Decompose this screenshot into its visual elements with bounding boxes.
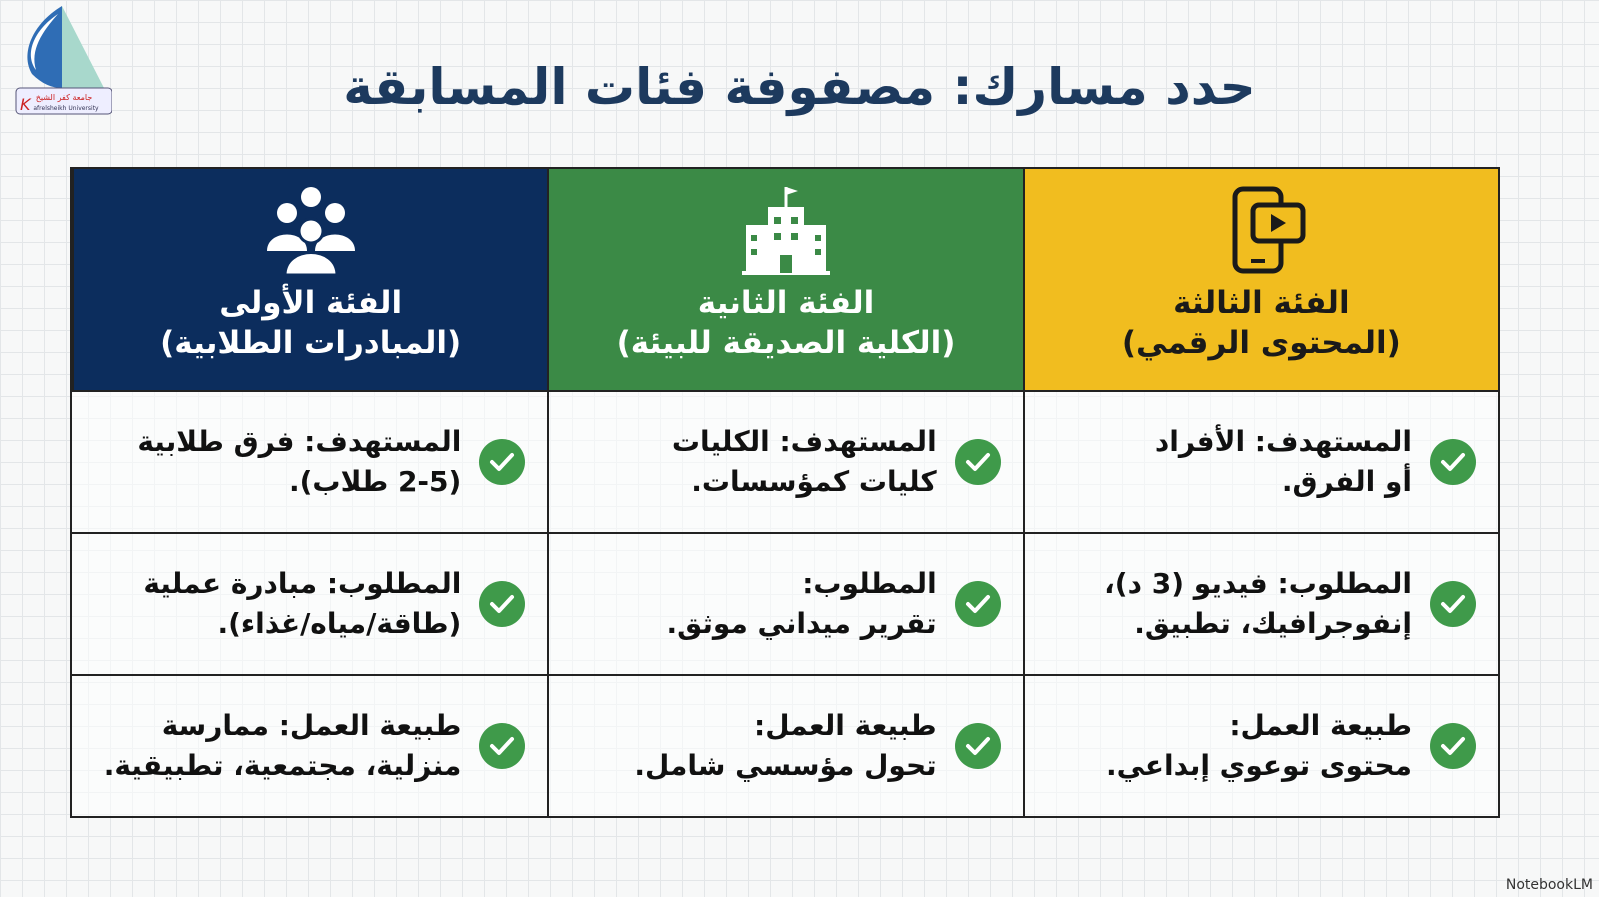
cell-requirement: المطلوب: فيديو (3 د)، إنفوجرافيك، تطبيق.	[1022, 532, 1498, 674]
cell-requirement: المطلوب: مبادرة عملية (طاقة/مياه/غذاء).	[72, 532, 548, 674]
cell-text: المستهدف: الأفراد أو الفرق.	[1155, 422, 1412, 502]
cell-line: (2-5 طلاب).	[289, 465, 462, 498]
cell-target: المستهدف: الأفراد أو الفرق.	[1022, 390, 1498, 532]
header-category-1: الفئة الأولى (المبادرات الطلابية)	[72, 169, 548, 390]
svg-text:جامعة كفر الشيخ: جامعة كفر الشيخ	[36, 93, 93, 102]
svg-text:K: K	[20, 95, 32, 114]
cell-line: تحول مؤسسي شامل.	[634, 749, 937, 782]
check-circle-icon	[954, 581, 1001, 627]
cell-text: طبيعة العمل: ممارسة منزلية، مجتمعية، تطبي…	[104, 706, 462, 786]
category-subtitle: (الكلية الصديقة للبيئة)	[616, 325, 956, 361]
cell-work-nature: طبيعة العمل: محتوى توعوي إبداعي.	[1022, 674, 1498, 816]
cell-line: كليات كمؤسسات.	[691, 465, 937, 498]
cell-line: المستهدف: فرق طلابية	[137, 425, 462, 458]
cell-target: المستهدف: الكليات كليات كمؤسسات.	[547, 390, 1023, 532]
check-circle-icon	[479, 439, 526, 485]
category-subtitle: (المحتوى الرقمي)	[1121, 325, 1401, 361]
cell-line: طبيعة العمل:	[1229, 709, 1412, 742]
check-circle-icon	[954, 723, 1001, 769]
school-building-icon	[742, 187, 831, 275]
cell-line: طبيعة العمل: ممارسة	[161, 709, 462, 742]
cell-line: إنفوجرافيك، تطبيق.	[1134, 607, 1412, 640]
category-name: الفئة الثانية	[697, 285, 875, 321]
cell-line: المطلوب: مبادرة عملية	[143, 567, 462, 600]
cell-line: المطلوب: فيديو (3 د)،	[1104, 567, 1412, 600]
category-name: الفئة الثالثة	[1173, 285, 1350, 321]
cell-text: المطلوب: فيديو (3 د)، إنفوجرافيك، تطبيق.	[1104, 564, 1412, 644]
check-circle-icon	[479, 723, 526, 769]
cell-text: طبيعة العمل: تحول مؤسسي شامل.	[634, 706, 936, 786]
check-circle-icon	[1430, 439, 1476, 485]
university-logo: جامعة كفر الشيخ afrelsheikh University K	[15, 6, 112, 115]
cell-line: المستهدف: الأفراد	[1154, 425, 1412, 458]
check-circle-icon	[954, 439, 1001, 485]
cell-text: المطلوب: تقرير ميداني موثق.	[667, 564, 937, 644]
notebooklm-watermark: NotebookLM	[1505, 877, 1593, 893]
cell-text: طبيعة العمل: محتوى توعوي إبداعي.	[1106, 706, 1412, 786]
cell-requirement: المطلوب: تقرير ميداني موثق.	[547, 532, 1023, 674]
cell-line: المطلوب:	[802, 567, 937, 600]
cell-text: المستهدف: الكليات كليات كمؤسسات.	[672, 422, 937, 502]
check-circle-icon	[1430, 581, 1476, 627]
page-title: حدد مسارك: مصفوفة فئات المسابقة	[343, 58, 1256, 116]
cell-target: المستهدف: فرق طلابية (2-5 طلاب).	[72, 390, 548, 532]
cell-line: المستهدف: الكليات	[671, 425, 937, 458]
header-category-3: الفئة الثالثة (المحتوى الرقمي)	[1022, 169, 1498, 390]
cell-line: طبيعة العمل:	[754, 709, 937, 742]
cell-line: محتوى توعوي إبداعي.	[1105, 749, 1412, 782]
cell-work-nature: طبيعة العمل: ممارسة منزلية، مجتمعية، تطبي…	[72, 674, 548, 816]
cell-text: المطلوب: مبادرة عملية (طاقة/مياه/غذاء).	[143, 564, 461, 644]
check-circle-icon	[1430, 723, 1476, 769]
cell-line: منزلية، مجتمعية، تطبيقية.	[103, 749, 462, 782]
cell-line: تقرير ميداني موثق.	[666, 607, 937, 640]
cell-text: المستهدف: فرق طلابية (2-5 طلاب).	[137, 422, 461, 502]
category-name: الفئة الأولى	[219, 285, 403, 321]
category-matrix: الفئة الثالثة (المحتوى الرقمي) الفئة الث…	[70, 167, 1500, 818]
category-subtitle: (المبادرات الطلابية)	[160, 325, 462, 361]
svg-text:afrelsheikh University: afrelsheikh University	[33, 105, 99, 112]
mobile-video-icon	[1232, 186, 1306, 274]
header-category-2: الفئة الثانية (الكلية الصديقة للبيئة)	[547, 169, 1023, 390]
cell-work-nature: طبيعة العمل: تحول مؤسسي شامل.	[547, 674, 1023, 816]
group-people-icon	[266, 187, 355, 277]
check-circle-icon	[479, 581, 526, 627]
cell-line: (طاقة/مياه/غذاء).	[217, 607, 462, 640]
cell-line: أو الفرق.	[1281, 465, 1412, 498]
